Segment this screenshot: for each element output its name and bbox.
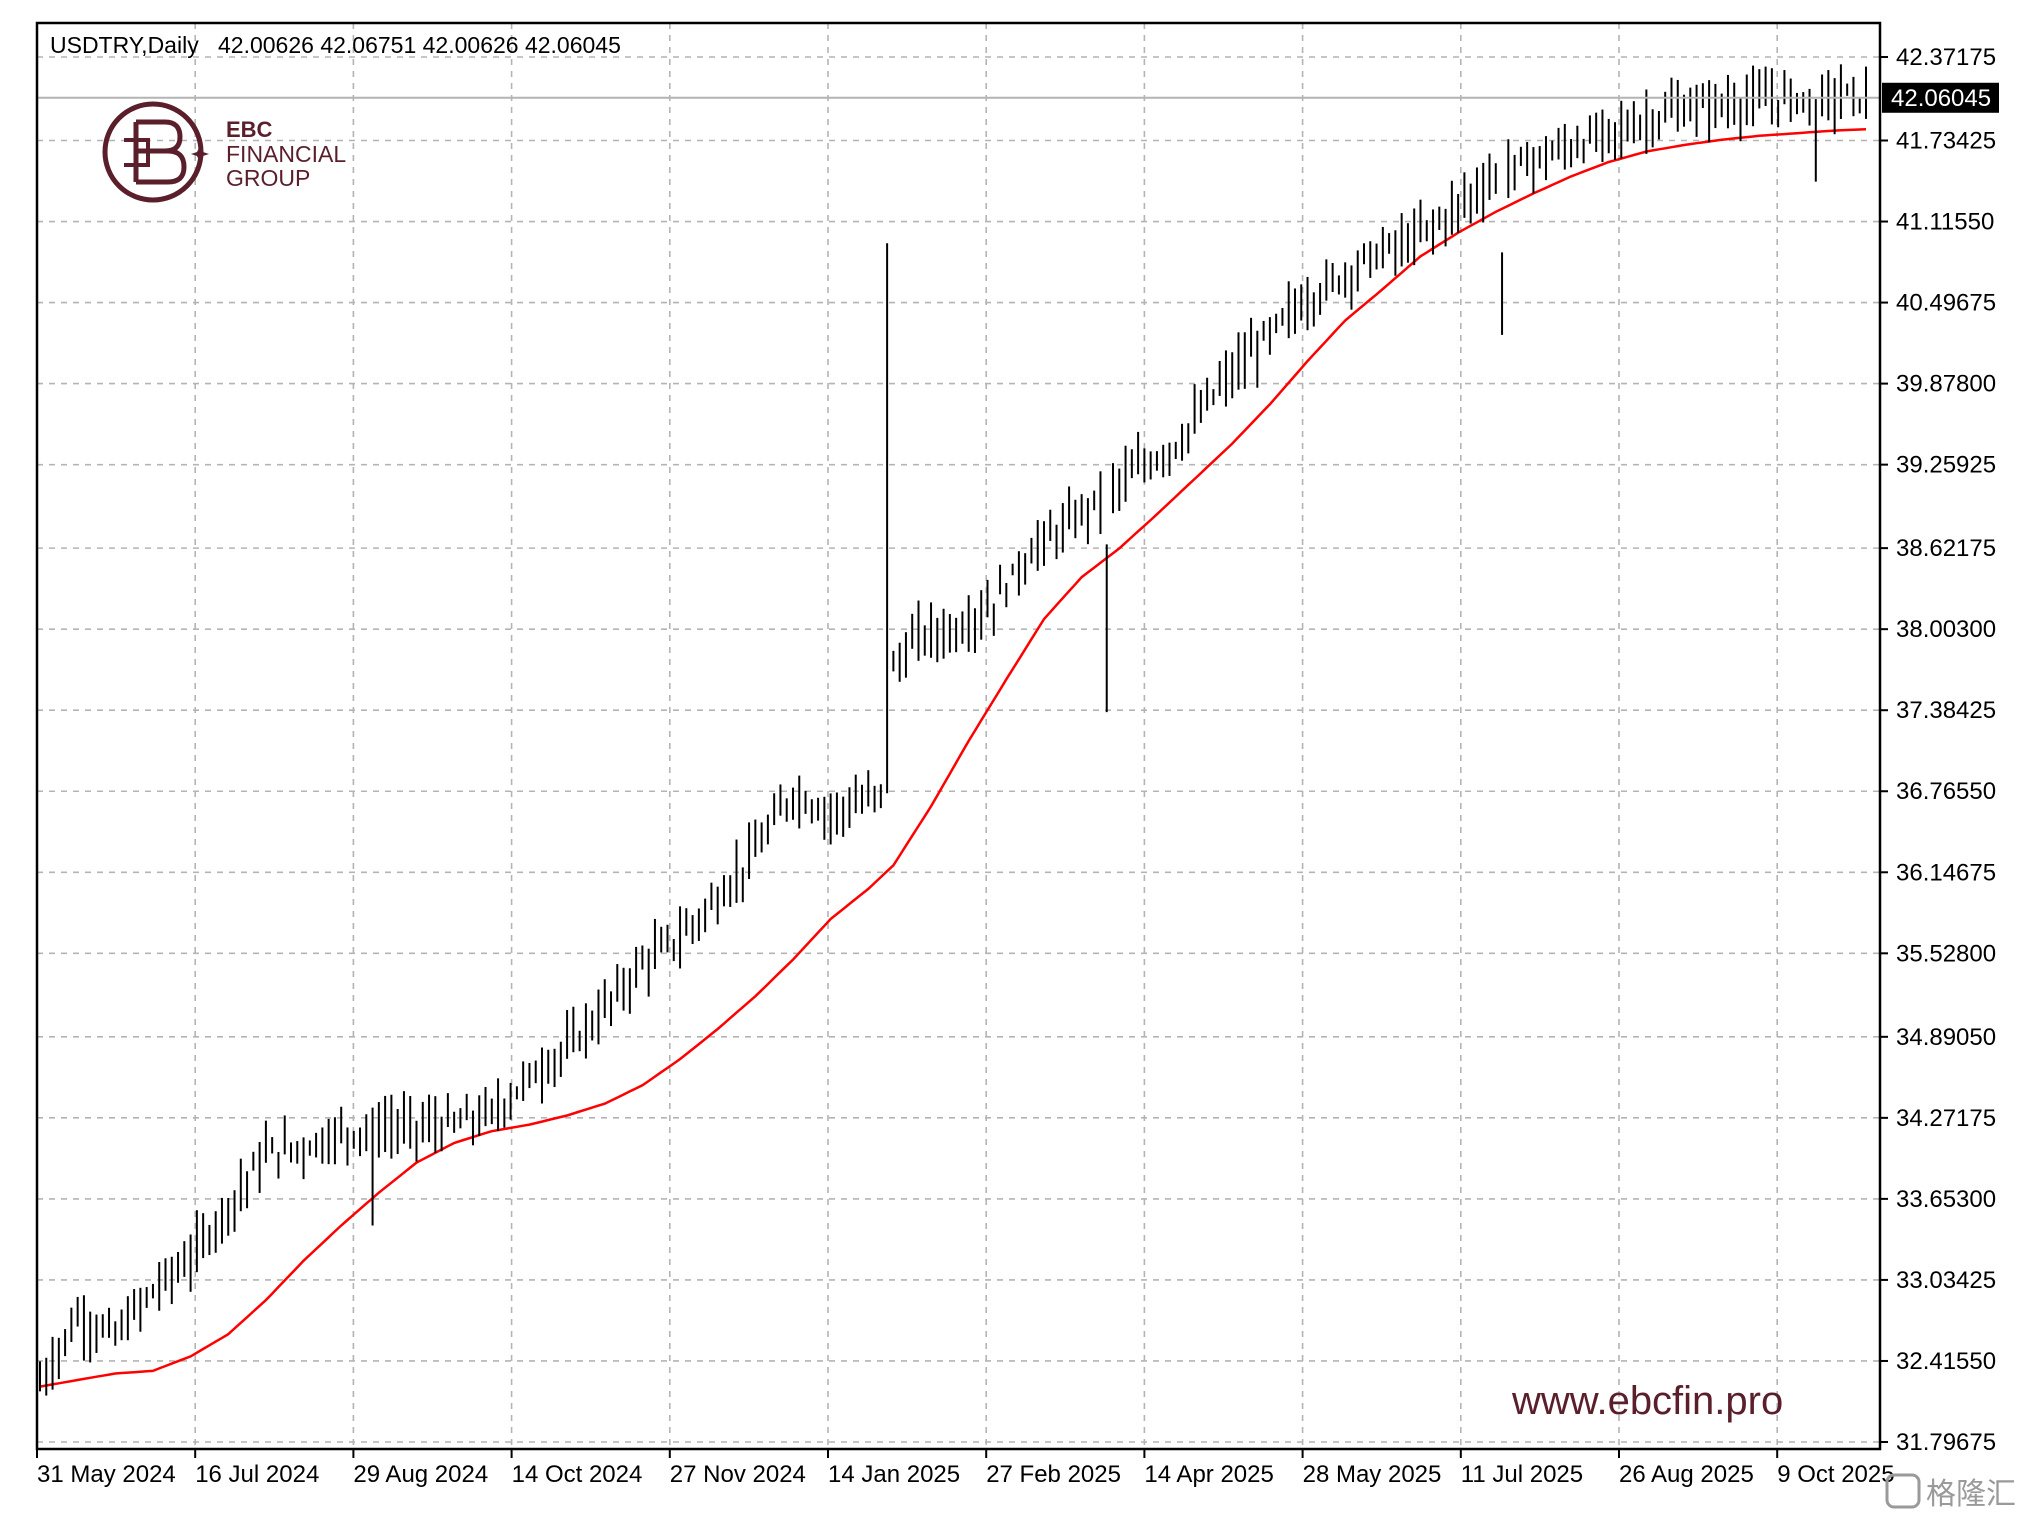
x-tick-label: 9 Oct 2025 <box>1777 1461 1894 1488</box>
y-tick-label: 39.87800 <box>1896 371 1996 398</box>
current-price-line-layer: 42.06045 <box>37 82 1999 113</box>
y-tick-label: 38.00300 <box>1896 616 1996 643</box>
moving-average-line <box>39 128 1867 1388</box>
logo-text-ebc: EBC <box>226 117 273 142</box>
ebc-emblem-icon <box>102 101 209 203</box>
price-axis: 42.37175 41.73425 41.11550 40.49675 39.87800… <box>1880 44 1996 1456</box>
logo-text-group: GROUP <box>226 165 310 191</box>
x-tick-label: 27 Nov 2024 <box>670 1461 806 1488</box>
y-tick-label: 41.11550 <box>1896 209 1994 236</box>
x-tick-label: 27 Feb 2025 <box>986 1461 1121 1488</box>
x-tick-label: 16 Jul 2024 <box>195 1461 319 1488</box>
grid <box>36 23 1880 1449</box>
corner-badge: 格隆汇 <box>1885 1473 2016 1512</box>
y-tick-label: 34.89050 <box>1896 1024 1996 1051</box>
y-tick-label: 34.27175 <box>1896 1105 1996 1132</box>
x-tick-label: 26 Aug 2025 <box>1619 1461 1754 1488</box>
x-tick-label: 14 Apr 2025 <box>1144 1461 1273 1488</box>
x-tick-label: 29 Aug 2024 <box>353 1461 488 1488</box>
current-price-tag <box>1882 82 1999 113</box>
y-tick-label: 33.65300 <box>1896 1186 1996 1213</box>
x-tick-label: 14 Oct 2024 <box>512 1461 643 1488</box>
y-tick-label: 32.41550 <box>1896 1348 1996 1375</box>
time-axis: 31 May 2024 16 Jul 2024 29 Aug 2024 14 Oct … <box>36 1449 1895 1488</box>
badge-text: 格隆汇 <box>1926 1477 2016 1512</box>
y-tick-label: 40.49675 <box>1896 290 1996 317</box>
y-tick-label: 35.52800 <box>1896 940 1996 967</box>
y-tick-label: 36.76550 <box>1896 778 1996 805</box>
y-tick-label: 37.38425 <box>1896 697 1996 724</box>
y-tick-label: 42.37175 <box>1896 44 1996 71</box>
y-tick-label: 41.73425 <box>1896 127 1996 154</box>
x-tick-label: 11 Jul 2025 <box>1461 1461 1583 1488</box>
symbol-label: USDTRY,Daily <box>50 32 199 58</box>
y-tick-label: 36.14675 <box>1896 859 1996 886</box>
x-tick-label: 28 May 2025 <box>1303 1461 1442 1488</box>
y-tick-label: 39.25925 <box>1896 452 1996 479</box>
x-tick-label: 14 Jan 2025 <box>828 1461 960 1488</box>
price-bars-layer <box>39 64 1867 1396</box>
website-watermark: www.ebcfin.pro <box>1511 1379 1783 1423</box>
moving-average-layer <box>39 128 1867 1388</box>
x-tick-label: 31 May 2024 <box>37 1461 176 1488</box>
ohlc-values: 42.00626 42.06751 42.00626 42.06045 <box>218 32 621 58</box>
y-tick-label: 33.03425 <box>1896 1267 1996 1294</box>
logo-text-financial: FINANCIAL <box>226 141 346 167</box>
badge-icon <box>1885 1473 1921 1509</box>
y-tick-label: 31.79675 <box>1896 1429 1996 1456</box>
plot-frame <box>35 21 1882 1451</box>
current-price-label: 42.06045 <box>1891 85 1991 112</box>
y-tick-label: 38.62175 <box>1896 535 1996 562</box>
ebc-logo: EBC FINANCIAL GROUP <box>102 101 346 203</box>
